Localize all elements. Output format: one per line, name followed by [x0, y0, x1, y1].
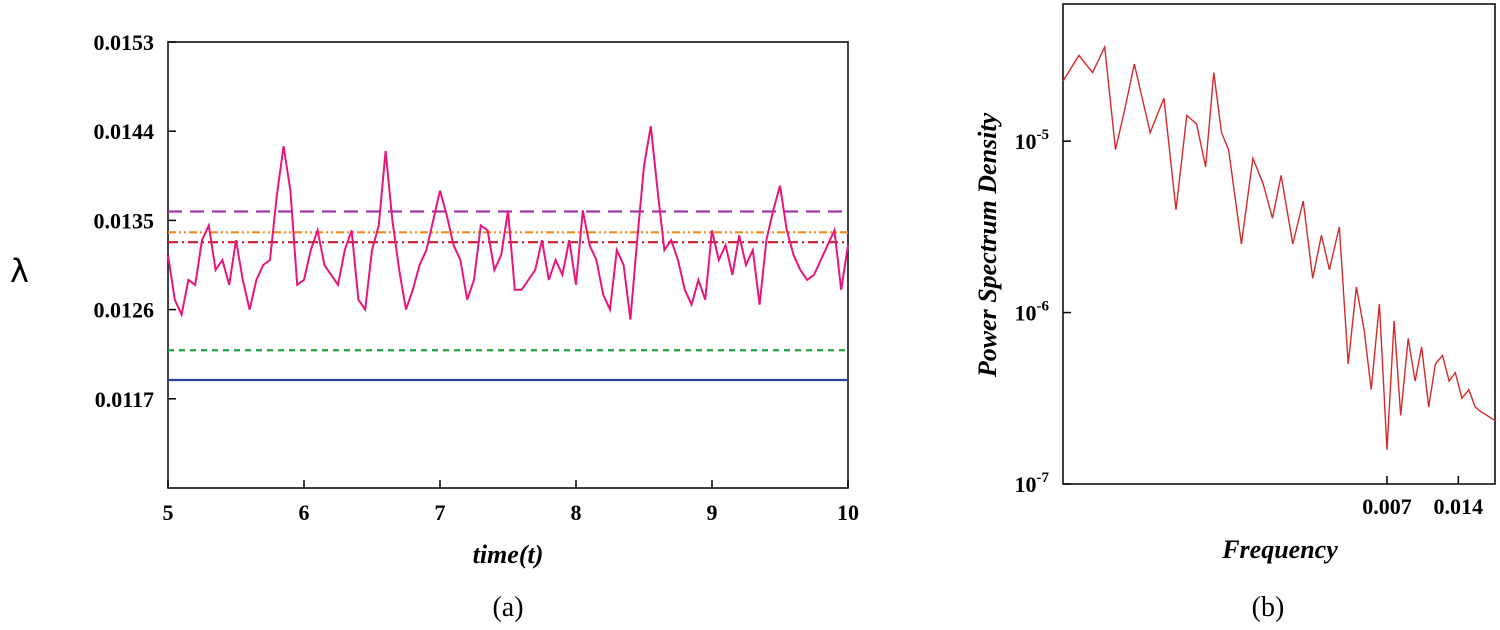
b-y-tick-label: 10-5	[1015, 127, 1050, 154]
b-y-tick-label: 10-7	[1015, 470, 1050, 497]
a-x-ticks: 5 6 7 8 9 10	[163, 480, 859, 525]
panel-a: 0.0117 0.0126 0.0135 0.0144 0.0153 5 6 7 8 9 10 λ…	[10, 30, 859, 623]
a-y-axis-label: λ	[10, 252, 29, 290]
a-y-tick-label: 0.0126	[94, 298, 155, 323]
a-y-tick-label: 0.0153	[94, 30, 155, 55]
plot-b-frame	[1062, 3, 1496, 485]
b-x-tick-label: 0.014	[1434, 494, 1484, 519]
a-y-ticks: 0.0117 0.0126 0.0135 0.0144 0.0153	[94, 30, 176, 412]
a-y-tick-label: 0.0117	[95, 387, 154, 412]
a-x-tick-label: 9	[707, 500, 718, 525]
psd-series-line	[1062, 44, 1496, 450]
caption-a: (a)	[492, 592, 523, 623]
a-x-tick-label: 10	[837, 500, 859, 525]
b-y-axis-label: Power Spectrum Density	[973, 112, 1002, 378]
b-y-tick-label: 10-6	[1015, 299, 1050, 326]
lambda-series-line	[167, 126, 849, 320]
a-x-tick-label: 8	[571, 500, 582, 525]
b-x-tick-label: 0.007	[1362, 494, 1412, 519]
caption-b: (b)	[1252, 592, 1285, 623]
a-y-tick-label: 0.0135	[94, 208, 155, 233]
panel-b: 10-5 10-6 10-7 0.007 0.014 Power Spectrum D…	[973, 3, 1496, 623]
a-x-tick-label: 7	[435, 500, 446, 525]
b-y-ticks: 10-5 10-6 10-7	[1015, 127, 1071, 497]
a-x-tick-label: 5	[163, 500, 174, 525]
a-x-tick-label: 6	[299, 500, 310, 525]
b-x-ticks: 0.007 0.014	[1362, 476, 1483, 519]
b-x-axis-label: Frequency	[1221, 535, 1338, 564]
a-x-axis-label: time(t)	[473, 540, 544, 569]
a-y-tick-label: 0.0144	[94, 119, 155, 144]
